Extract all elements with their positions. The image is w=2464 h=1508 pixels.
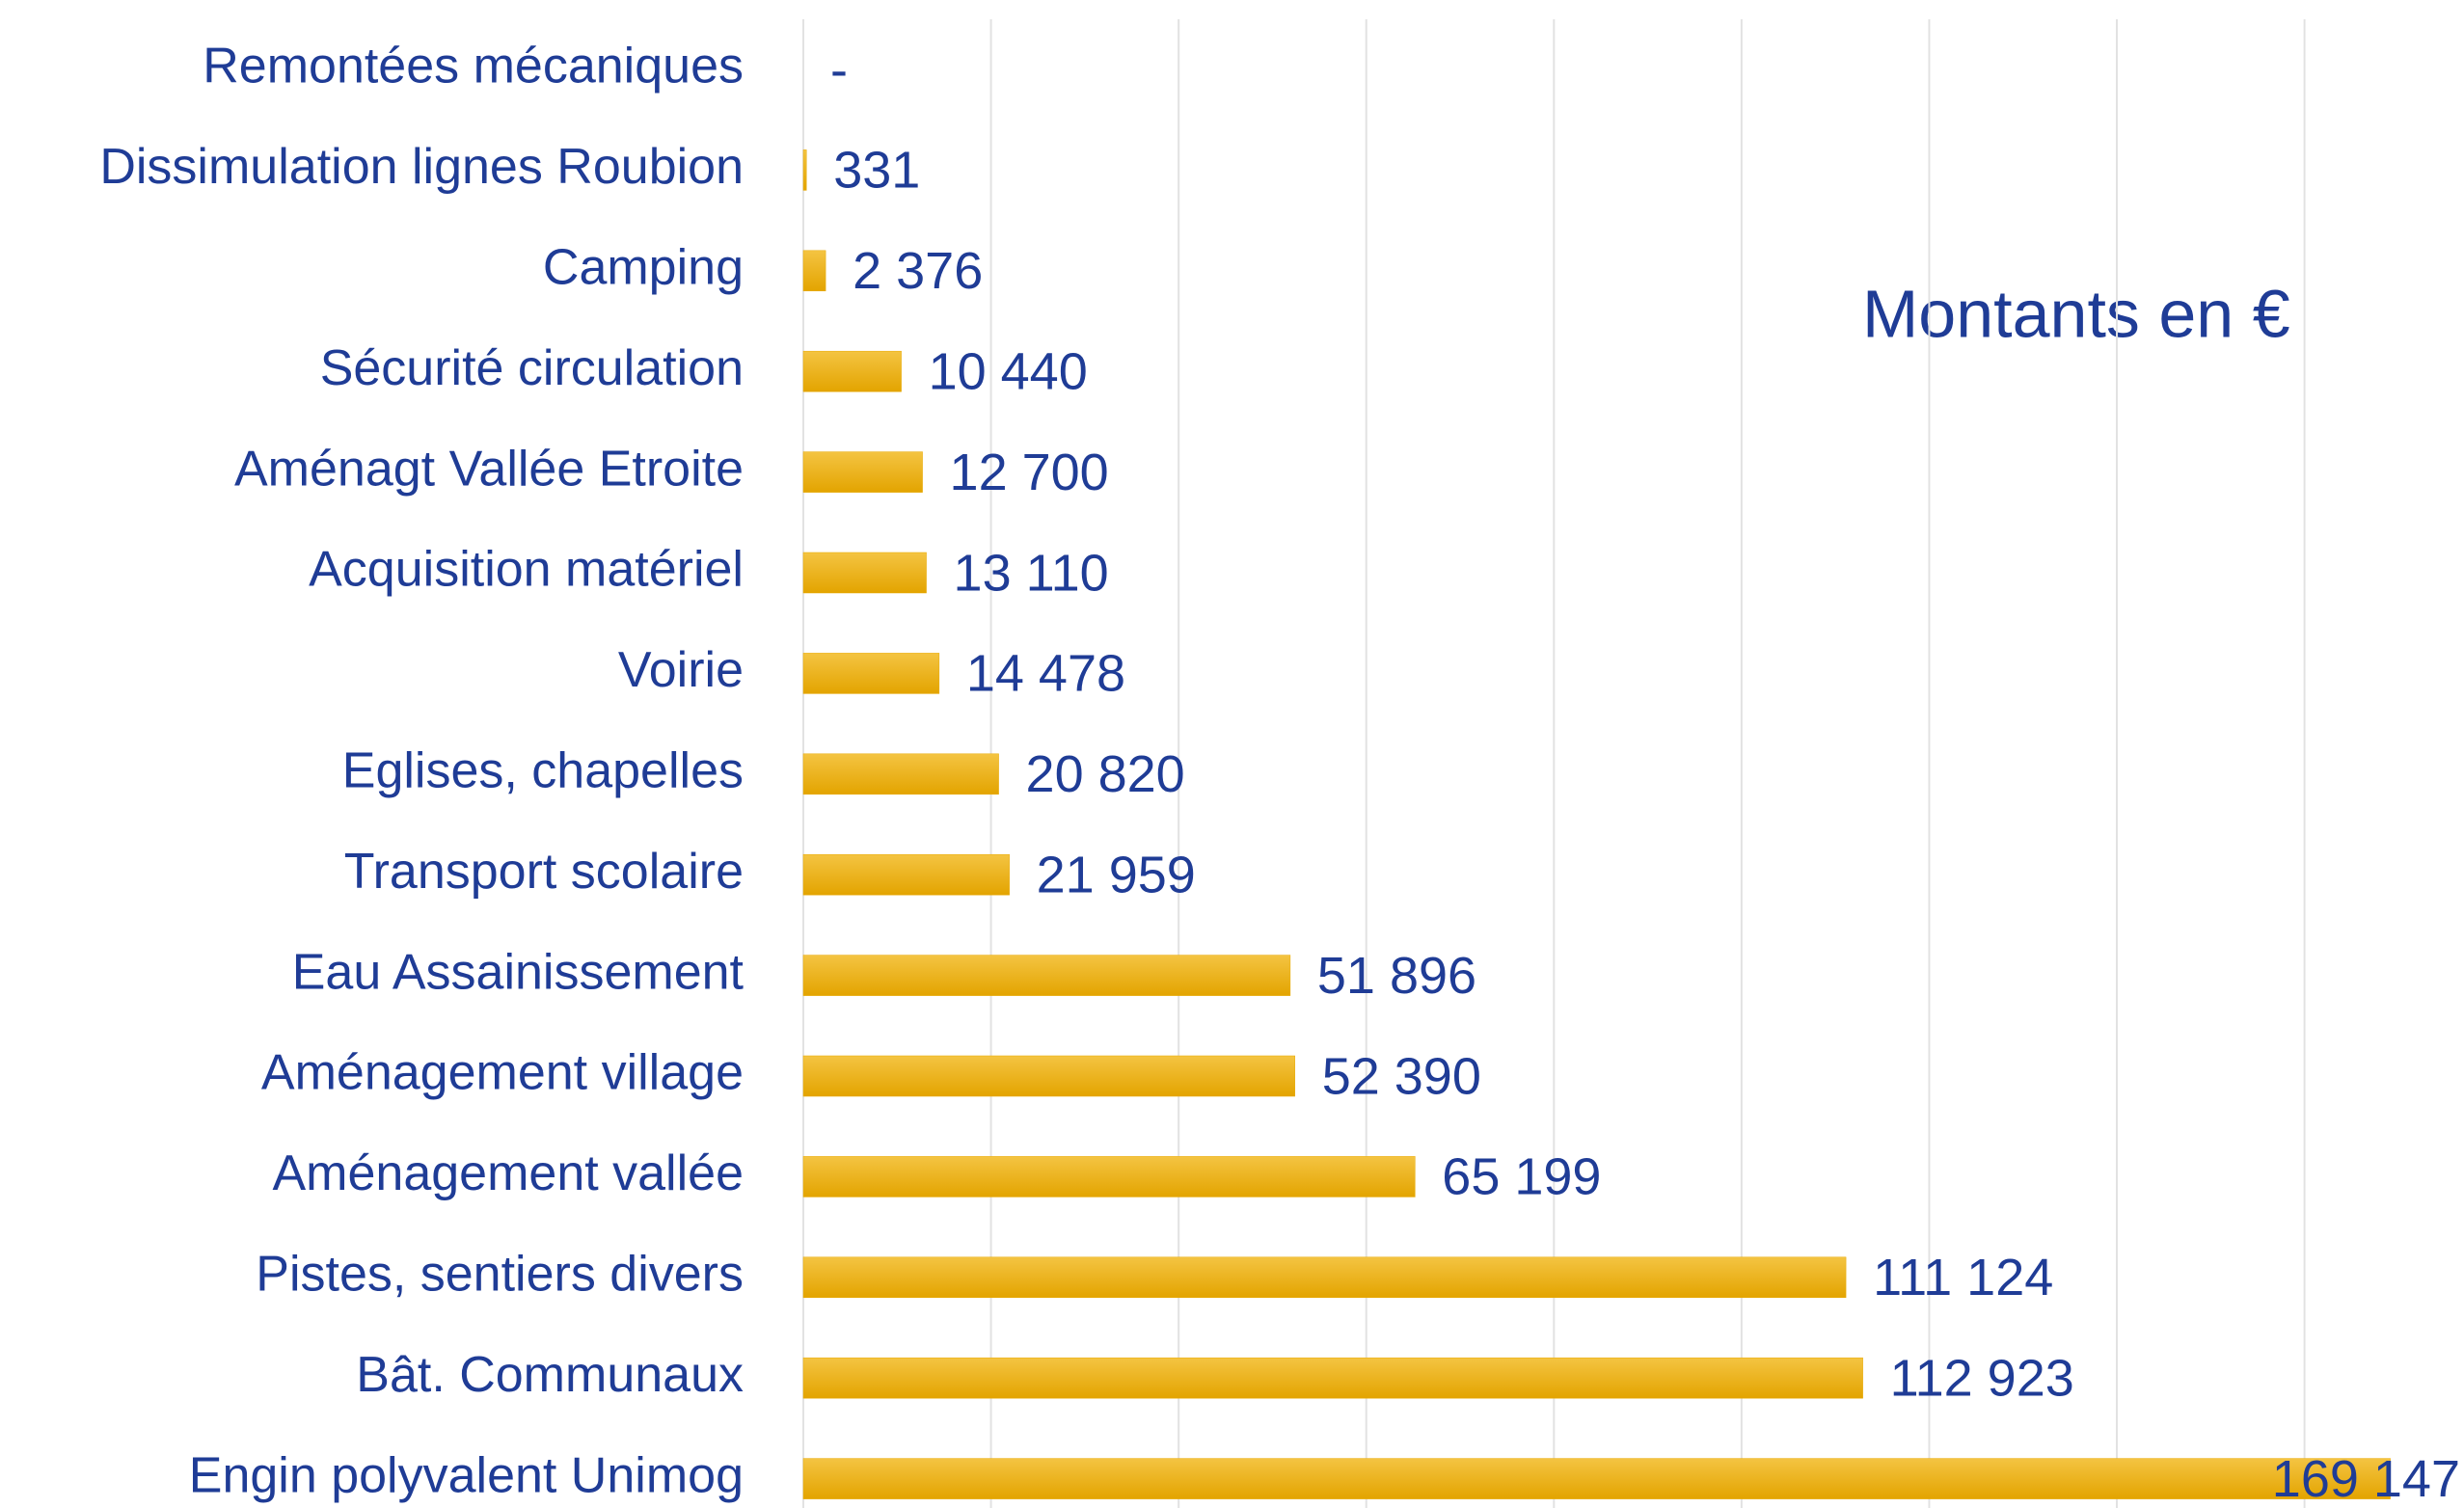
- category-label: Sécurité circulation: [320, 340, 744, 396]
- bar: [802, 653, 940, 694]
- value-label: 2 376: [853, 242, 983, 300]
- value-label: 51 896: [1317, 947, 1476, 1005]
- category-label: Camping: [543, 240, 744, 296]
- value-label: 14 478: [966, 645, 1125, 703]
- bar: [802, 149, 807, 191]
- category-label: Voirie: [618, 642, 744, 698]
- bar: [802, 1256, 1847, 1299]
- value-label: 112 923: [1890, 1349, 2074, 1407]
- value-label: 65 199: [1442, 1148, 1601, 1206]
- bar: [802, 552, 927, 594]
- category-label: Aménagement village: [261, 1045, 744, 1101]
- grid: [802, 19, 2306, 1508]
- value-label: 21 959: [1037, 846, 1196, 903]
- category-label: Engin polyvalent Unimog: [189, 1447, 744, 1503]
- annotation: Montants en €: [1862, 276, 2290, 351]
- category-label: Bât. Communaux: [356, 1347, 744, 1403]
- bar: [802, 753, 999, 795]
- category-label: Transport scolaire: [344, 844, 744, 900]
- bar: [802, 955, 1291, 996]
- value-label: 52 390: [1322, 1047, 1481, 1105]
- bar: [802, 1357, 1863, 1399]
- value-label: 169 147: [2272, 1450, 2460, 1508]
- value-label: 20 820: [1026, 745, 1185, 803]
- bar: [802, 1055, 1295, 1097]
- category-label: Dissimulation lignes Roubion: [99, 139, 744, 195]
- bar: [802, 1156, 1416, 1198]
- category-label: Aménagt Vallée Etroite: [234, 441, 744, 497]
- bar: [802, 853, 1010, 896]
- bar: [802, 1458, 2391, 1499]
- category-label: Acquisition matériel: [309, 542, 744, 598]
- value-label: 111 124: [1873, 1249, 2053, 1306]
- category-label: Eau Assainissement: [292, 944, 745, 1000]
- bar: [802, 250, 826, 292]
- value-label: 331: [833, 142, 920, 200]
- value-label: 12 700: [950, 444, 1109, 501]
- category-label: Eglises, chapelles: [342, 743, 744, 799]
- category-label: Aménagement vallée: [272, 1145, 744, 1201]
- value-label: -: [830, 40, 848, 98]
- bar: [802, 350, 902, 392]
- category-label: Pistes, sentiers divers: [256, 1247, 744, 1303]
- bar: [802, 451, 923, 493]
- value-label: 13 110: [954, 544, 1109, 602]
- value-label: 10 440: [929, 342, 1088, 400]
- category-label: Remontées mécaniques: [203, 39, 744, 94]
